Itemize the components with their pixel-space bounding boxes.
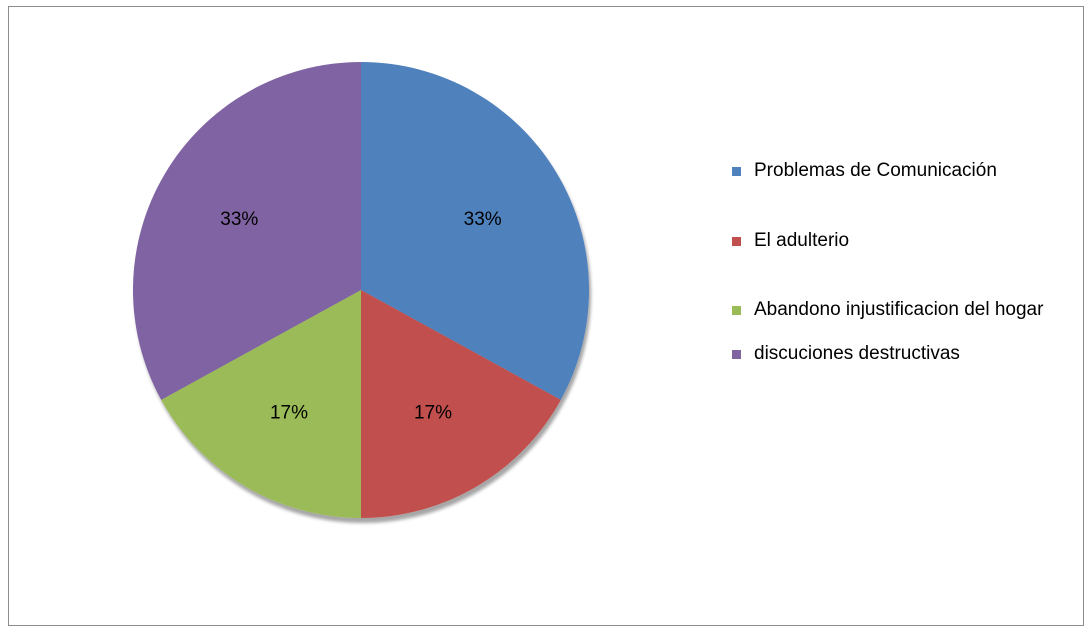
pie-data-labels: 33% 17% 17% 33% bbox=[220, 209, 502, 424]
legend-item-adulterio: El adulterio bbox=[732, 226, 1072, 255]
legend-item-abandono: Abandono injustificacion del hogar bbox=[732, 295, 1072, 324]
legend-label-comunicacion: Problemas de Comunicación bbox=[754, 160, 997, 181]
pie-slice-discuciones bbox=[132, 62, 361, 400]
legend-item-discuciones: discuciones destructivas bbox=[732, 339, 1072, 368]
pie-slice-comunicacion bbox=[361, 62, 590, 400]
pie-slice-abandono bbox=[161, 290, 361, 518]
legend-label-discuciones: discuciones destructivas bbox=[754, 343, 960, 364]
legend-label-adulterio: El adulterio bbox=[754, 230, 850, 251]
data-label-abandono: 17% bbox=[270, 403, 308, 424]
legend-label-abandono: Abandono injustificacion del hogar bbox=[754, 299, 1044, 320]
legend-swatch-comunicacion bbox=[732, 167, 741, 176]
legend: Problemas de Comunicación El adulterio A… bbox=[732, 150, 1072, 368]
data-label-comunicacion: 33% bbox=[464, 209, 502, 230]
legend-swatch-abandono bbox=[732, 306, 741, 315]
legend-item-comunicacion: Problemas de Comunicación bbox=[732, 156, 1072, 185]
pie-slice-adulterio bbox=[361, 290, 561, 518]
data-label-discuciones: 33% bbox=[220, 209, 258, 230]
legend-swatch-adulterio bbox=[732, 237, 741, 246]
pie-slices bbox=[132, 62, 590, 518]
pie-chart: 33% 17% 17% 33% bbox=[132, 62, 590, 518]
legend-swatch-discuciones bbox=[732, 350, 741, 359]
data-label-adulterio: 17% bbox=[414, 403, 452, 424]
